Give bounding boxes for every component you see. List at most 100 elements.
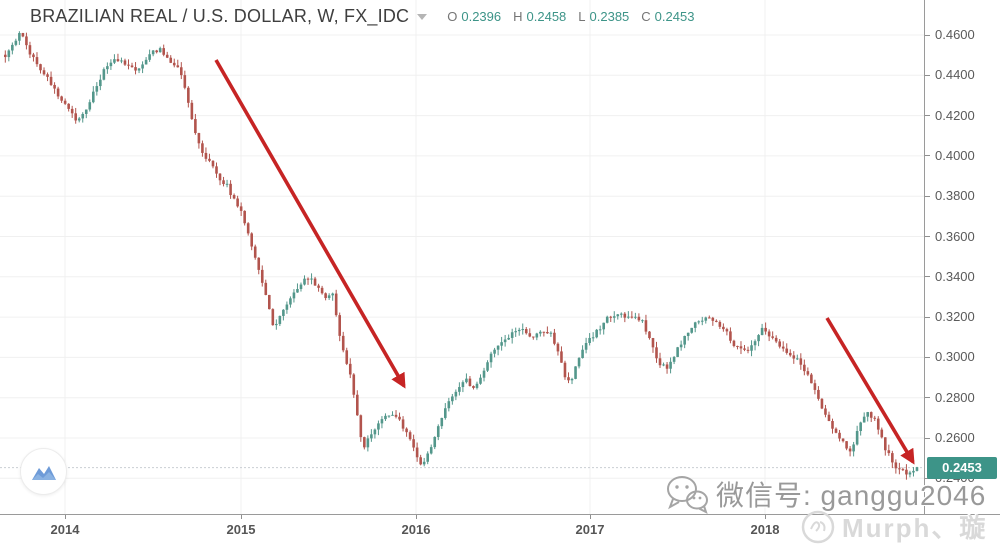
candle	[194, 113, 197, 135]
candle	[824, 404, 827, 418]
candle	[521, 323, 525, 335]
candle	[141, 61, 144, 74]
candle	[134, 62, 137, 75]
candle	[440, 417, 444, 429]
candle	[658, 352, 662, 368]
candle	[693, 321, 697, 333]
candle	[222, 176, 225, 187]
candle	[796, 354, 799, 361]
candle	[669, 357, 672, 374]
candle	[77, 116, 81, 123]
candle	[489, 351, 493, 368]
candle	[204, 147, 208, 162]
candle	[630, 311, 634, 319]
candle	[743, 344, 746, 352]
candle	[246, 222, 250, 236]
candle	[577, 357, 581, 369]
candle	[820, 398, 824, 410]
candle	[468, 375, 472, 387]
candle	[549, 331, 553, 337]
chart-plot-area[interactable]: BRAZILIAN REAL / U.S. DOLLAR, W, FX_IDC …	[0, 0, 924, 514]
candle	[546, 326, 549, 334]
candle	[180, 62, 183, 80]
y-axis-tick	[925, 397, 930, 399]
candle	[436, 424, 440, 441]
candle	[901, 467, 905, 472]
candle	[257, 257, 261, 275]
candle	[268, 294, 271, 310]
candle	[771, 331, 774, 340]
candle	[144, 57, 148, 65]
candle	[785, 343, 789, 355]
candle	[14, 38, 18, 47]
candle	[873, 415, 877, 421]
candle	[556, 342, 560, 356]
mountain-chart-icon	[31, 465, 56, 480]
candle	[95, 82, 99, 96]
candle	[299, 282, 303, 292]
candle	[535, 332, 539, 341]
candle	[74, 107, 77, 124]
candle	[588, 333, 591, 346]
candle	[651, 337, 655, 353]
candle	[609, 315, 613, 323]
candle	[116, 53, 120, 62]
ohlc-legend: O 0.2396 H 0.2458 L 0.2385 C 0.2453	[447, 9, 706, 24]
candle	[211, 160, 215, 169]
chevron-down-icon[interactable]	[417, 13, 428, 20]
candle	[401, 416, 405, 432]
candle	[612, 311, 616, 323]
candle	[422, 457, 426, 467]
candle	[106, 62, 109, 74]
candle	[482, 367, 486, 382]
chart-style-button[interactable]	[20, 448, 67, 495]
candle	[641, 319, 644, 323]
candle	[729, 327, 732, 344]
candle	[574, 366, 577, 380]
candle	[63, 98, 67, 106]
x-axis-tick	[65, 515, 66, 519]
y-axis-label: 0.2600	[935, 430, 975, 445]
x-axis-label: 2014	[50, 522, 80, 537]
candle	[338, 312, 341, 342]
candle	[317, 283, 320, 292]
y-axis-label: 0.4600	[935, 27, 975, 42]
price-axis[interactable]: 0.2453 0.4600 0.4400 0.4200 0.4000 0.3800 0.3…	[924, 0, 1000, 514]
candle	[722, 323, 725, 332]
y-axis-tick	[925, 155, 930, 157]
trend-arrows	[214, 59, 915, 465]
candle	[817, 386, 820, 401]
candle	[292, 289, 296, 303]
candle	[190, 99, 194, 120]
high-value: 0.2458	[526, 9, 567, 24]
y-axis-label: 0.3000	[935, 349, 975, 365]
candle	[49, 71, 53, 86]
candle	[465, 373, 468, 384]
candle	[866, 411, 869, 422]
high-label: H	[513, 9, 523, 24]
candle	[271, 308, 275, 326]
candle	[7, 49, 11, 62]
y-axis-tick	[925, 356, 930, 358]
candle	[623, 312, 627, 323]
candle	[676, 346, 679, 358]
candle	[296, 283, 299, 293]
candle	[377, 420, 380, 436]
time-axis[interactable]: 2014 2015 2016 2017 2018	[0, 514, 1000, 547]
candle	[419, 454, 422, 466]
candle	[70, 105, 74, 118]
candle	[912, 467, 915, 477]
candle	[176, 59, 180, 68]
candle	[486, 360, 489, 373]
symbol-title[interactable]: BRAZILIAN REAL / U.S. DOLLAR, W, FX_IDC	[30, 6, 410, 26]
candle	[391, 411, 394, 416]
candle	[412, 434, 415, 452]
candle	[894, 459, 898, 474]
candle	[616, 313, 620, 320]
candle	[739, 341, 743, 355]
candle	[380, 416, 384, 429]
candle	[567, 372, 570, 384]
candle	[563, 360, 567, 380]
candle	[834, 427, 838, 434]
y-axis-tick	[925, 74, 930, 76]
